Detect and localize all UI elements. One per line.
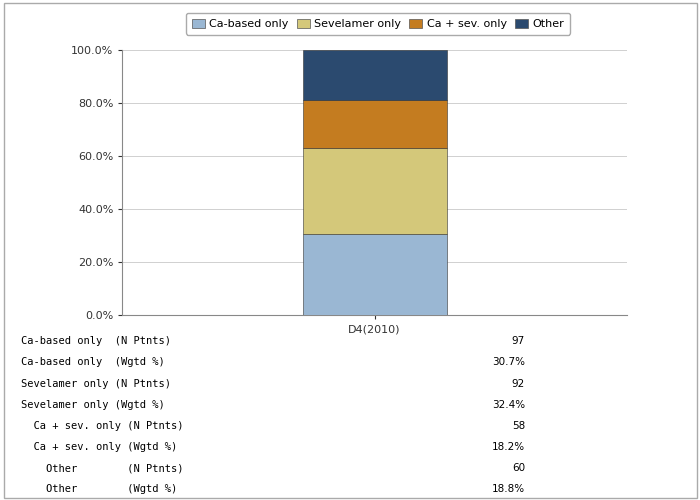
Text: 58: 58 xyxy=(512,421,525,431)
Text: Ca-based only  (Wgtd %): Ca-based only (Wgtd %) xyxy=(21,358,164,368)
Text: Other        (Wgtd %): Other (Wgtd %) xyxy=(21,484,177,494)
Text: 30.7%: 30.7% xyxy=(492,358,525,368)
Text: Ca + sev. only (N Ptnts): Ca + sev. only (N Ptnts) xyxy=(21,421,183,431)
Bar xyxy=(302,148,447,234)
Text: 60: 60 xyxy=(512,463,525,473)
Text: Ca + sev. only (Wgtd %): Ca + sev. only (Wgtd %) xyxy=(21,442,177,452)
Text: 97: 97 xyxy=(512,336,525,346)
Text: 92: 92 xyxy=(512,378,525,388)
Legend: Ca-based only, Sevelamer only, Ca + sev. only, Other: Ca-based only, Sevelamer only, Ca + sev.… xyxy=(186,13,570,34)
Text: Sevelamer only (N Ptnts): Sevelamer only (N Ptnts) xyxy=(21,378,171,388)
Text: Ca-based only  (N Ptnts): Ca-based only (N Ptnts) xyxy=(21,336,171,346)
Bar xyxy=(302,50,447,100)
Text: Sevelamer only (Wgtd %): Sevelamer only (Wgtd %) xyxy=(21,400,164,409)
Text: 32.4%: 32.4% xyxy=(492,400,525,409)
Bar xyxy=(302,100,447,148)
Text: 18.8%: 18.8% xyxy=(492,484,525,494)
Text: 18.2%: 18.2% xyxy=(492,442,525,452)
Bar xyxy=(302,234,447,315)
Text: Other        (N Ptnts): Other (N Ptnts) xyxy=(21,463,183,473)
